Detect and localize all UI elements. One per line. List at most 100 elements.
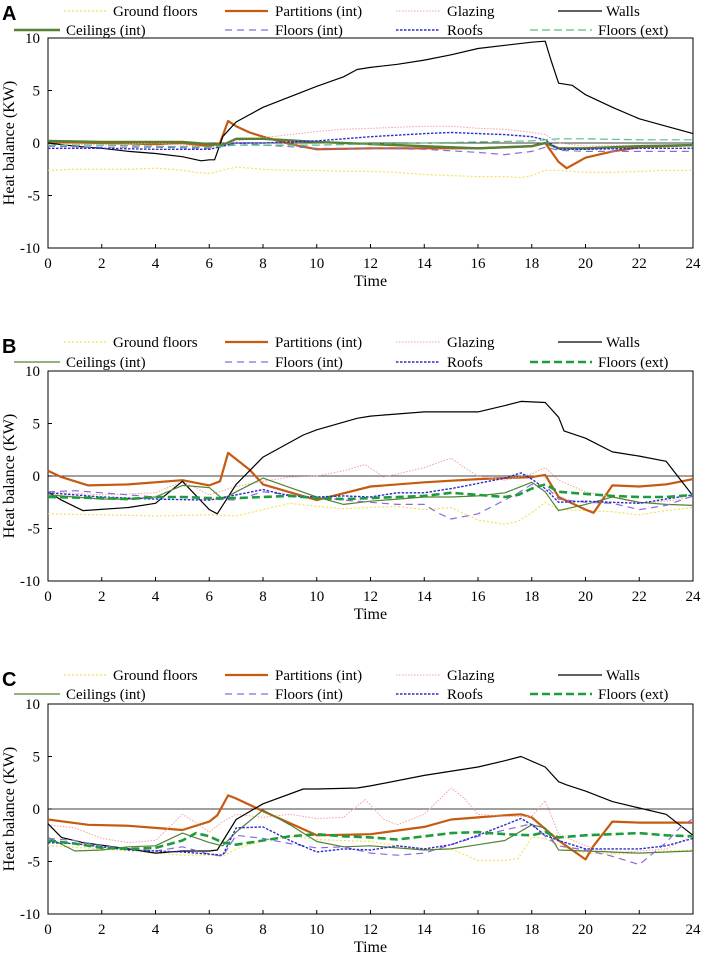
series-line-roofs bbox=[47, 817, 694, 856]
series-line-partitions-int bbox=[47, 119, 694, 170]
x-tick-label: 18 bbox=[524, 589, 539, 605]
y-axis-title: Heat balance (KW) bbox=[1, 747, 18, 871]
x-tick-label: 16 bbox=[471, 256, 487, 272]
x-tick-label: 6 bbox=[206, 922, 214, 938]
y-tick-label: -10 bbox=[20, 574, 40, 590]
series-line-walls bbox=[47, 40, 694, 162]
series-line-floors-ext bbox=[47, 830, 694, 851]
y-tick-label: 10 bbox=[25, 364, 40, 380]
legend-label: Glazing bbox=[447, 335, 495, 351]
series-line-ceilings-int bbox=[47, 477, 694, 512]
x-tick-label: 8 bbox=[259, 256, 267, 272]
legend: Ground floors Partitions (int) Glazing Wall… bbox=[14, 668, 668, 703]
x-tick-label: 4 bbox=[152, 256, 160, 272]
series-line-partitions-int bbox=[47, 451, 694, 514]
y-tick-label: -5 bbox=[28, 855, 41, 871]
legend-label: Ground floors bbox=[113, 335, 198, 351]
x-tick-label: 4 bbox=[152, 922, 160, 938]
x-tick-label: 10 bbox=[309, 589, 324, 605]
x-tick-label: 24 bbox=[686, 256, 702, 272]
legend-label: Glazing bbox=[447, 668, 495, 684]
series-line-glazing bbox=[47, 457, 694, 504]
x-tick-label: 22 bbox=[632, 256, 647, 272]
x-tick-label: 12 bbox=[363, 256, 378, 272]
series-line-ceilings-int bbox=[47, 137, 694, 150]
y-tick-label: -10 bbox=[20, 907, 40, 923]
series-line-roofs bbox=[47, 472, 694, 504]
y-tick-label: 10 bbox=[25, 697, 40, 713]
x-tick-label: 14 bbox=[417, 922, 433, 938]
x-tick-label: 14 bbox=[417, 256, 433, 272]
x-tick-label: 4 bbox=[152, 589, 160, 605]
series-line-roofs bbox=[48, 131, 693, 151]
series-line-floors-ext bbox=[47, 483, 694, 501]
x-tick-label: 2 bbox=[98, 922, 106, 938]
x-tick-label: 0 bbox=[44, 589, 52, 605]
x-tick-label: 16 bbox=[471, 589, 487, 605]
x-axis-title: Time bbox=[354, 606, 387, 623]
series-line-walls bbox=[47, 755, 694, 854]
legend-label: Floors (int) bbox=[275, 687, 343, 703]
y-tick-label: 5 bbox=[33, 750, 41, 766]
series-line-glazing bbox=[47, 125, 693, 148]
legend-label: Ceilings (int) bbox=[66, 355, 146, 371]
legend-label: Roofs bbox=[447, 23, 483, 39]
y-tick-label: 0 bbox=[33, 136, 41, 152]
legend-label: Walls bbox=[606, 668, 640, 684]
x-tick-label: 22 bbox=[632, 922, 647, 938]
series-line-ceilings-int bbox=[47, 809, 694, 854]
legend-label: Ground floors bbox=[113, 668, 198, 684]
series-line-partitions-int bbox=[47, 794, 693, 861]
panel-label: C bbox=[2, 669, 16, 691]
x-tick-label: 10 bbox=[309, 256, 324, 272]
y-tick-label: -5 bbox=[28, 522, 41, 538]
legend-label: Walls bbox=[606, 335, 640, 351]
legend-label: Floors (ext) bbox=[598, 687, 668, 703]
legend: Ground floors Partitions (int) Glazing Wall… bbox=[14, 4, 668, 39]
x-tick-label: 16 bbox=[471, 922, 487, 938]
x-axis-title: Time bbox=[354, 939, 387, 954]
legend-label: Partitions (int) bbox=[275, 335, 362, 351]
legend-label: Roofs bbox=[447, 355, 483, 371]
x-tick-label: 14 bbox=[417, 589, 433, 605]
legend: Ground floors Partitions (int) Glazing Wall… bbox=[14, 335, 668, 371]
series-line-floors-ext bbox=[48, 138, 693, 148]
x-tick-label: 8 bbox=[259, 589, 267, 605]
x-tick-label: 12 bbox=[363, 922, 378, 938]
legend-label: Floors (int) bbox=[275, 23, 343, 39]
x-tick-label: 20 bbox=[578, 589, 593, 605]
x-tick-label: 12 bbox=[363, 589, 378, 605]
legend-label: Partitions (int) bbox=[275, 668, 362, 684]
legend-label: Glazing bbox=[447, 4, 495, 20]
series-line-ground-floors bbox=[47, 166, 693, 179]
x-tick-label: 8 bbox=[259, 922, 267, 938]
x-tick-label: 10 bbox=[309, 922, 324, 938]
y-tick-label: 0 bbox=[33, 802, 41, 818]
x-axis-title: Time bbox=[354, 273, 387, 290]
x-tick-label: 20 bbox=[578, 922, 593, 938]
y-axis-title: Heat balance (KW) bbox=[1, 414, 18, 538]
series-line-floors-int bbox=[47, 142, 693, 156]
y-tick-label: 0 bbox=[33, 469, 41, 485]
legend-label: Roofs bbox=[447, 687, 483, 703]
x-tick-label: 6 bbox=[206, 589, 214, 605]
y-tick-label: 5 bbox=[33, 417, 41, 433]
y-tick-label: 5 bbox=[33, 84, 41, 100]
legend-label: Ceilings (int) bbox=[66, 23, 146, 39]
legend-label: Ground floors bbox=[113, 4, 198, 20]
x-tick-label: 24 bbox=[686, 922, 702, 938]
panel-label: A bbox=[2, 3, 16, 25]
x-tick-label: 2 bbox=[98, 256, 106, 272]
y-tick-label: 10 bbox=[25, 31, 40, 47]
y-axis-title: Heat balance (KW) bbox=[1, 81, 18, 205]
x-tick-label: 0 bbox=[44, 922, 52, 938]
x-tick-label: 20 bbox=[578, 256, 593, 272]
x-tick-label: 18 bbox=[524, 256, 539, 272]
x-tick-label: 24 bbox=[686, 589, 702, 605]
y-tick-label: -10 bbox=[20, 241, 40, 257]
legend-label: Ceilings (int) bbox=[66, 687, 146, 703]
series-line-ground-floors bbox=[47, 501, 694, 525]
